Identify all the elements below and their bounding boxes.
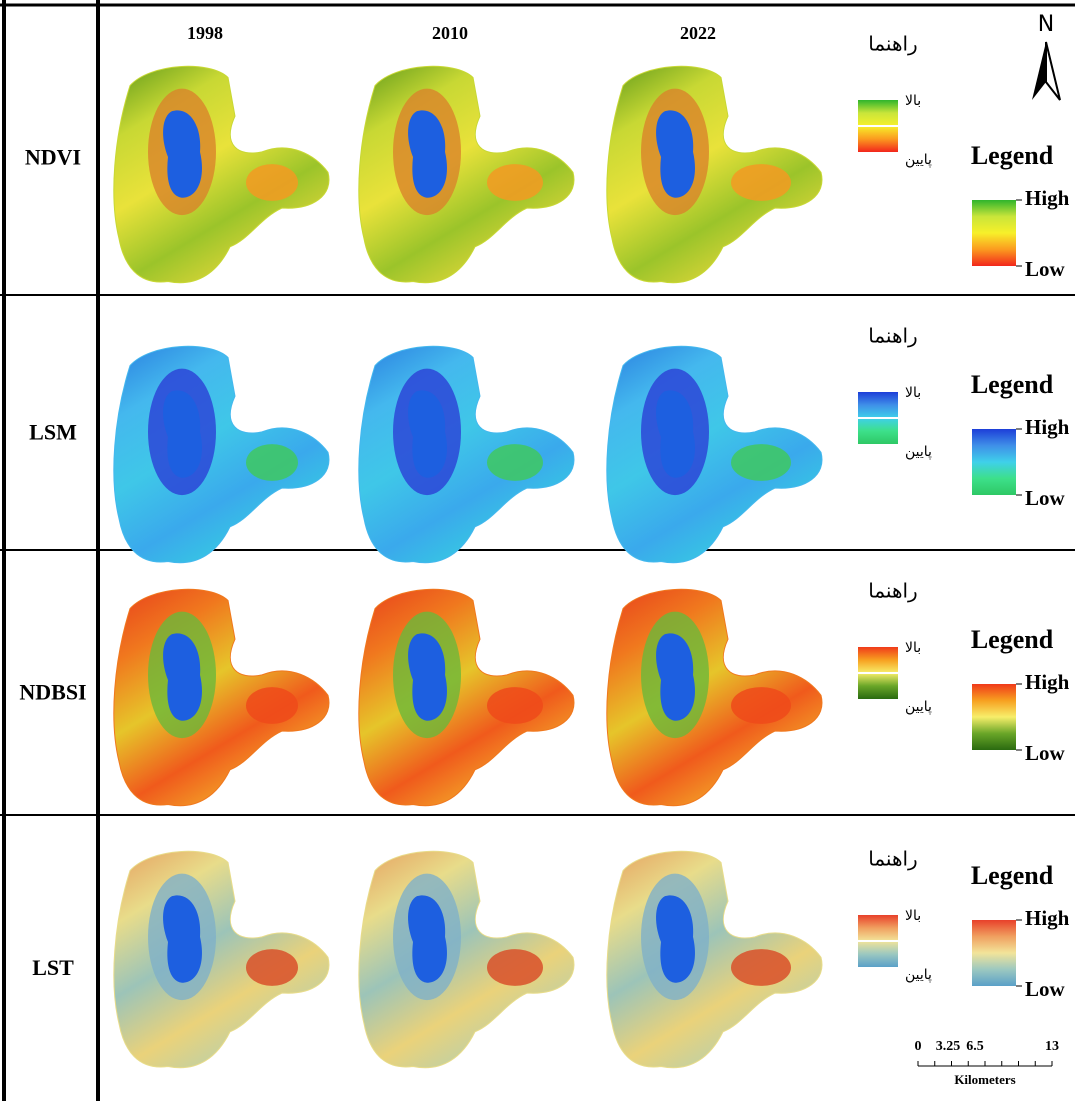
legend-title-en: Legend (971, 141, 1054, 170)
legend-high-en: High (1025, 670, 1070, 694)
legend-high-fa: بالا (905, 93, 921, 109)
hot-zone (487, 444, 543, 481)
legend-high-fa: بالا (905, 908, 921, 924)
legend-low-fa: پایین (905, 967, 932, 983)
legend-high-en: High (1025, 906, 1070, 930)
legend-ramp-en (972, 684, 1016, 750)
hot-zone (246, 687, 298, 724)
row-label: NDBSI (19, 680, 86, 705)
scale-label: 13 (1045, 1039, 1059, 1054)
hot-zone (246, 444, 298, 481)
scale-label: 3.25 (936, 1039, 961, 1054)
hot-zone (731, 687, 791, 724)
year-label: 2010 (432, 23, 468, 43)
legend-low-en: Low (1025, 741, 1066, 765)
legend-title-fa: راهنما (868, 32, 917, 56)
legend-ramp-en (972, 200, 1016, 266)
year-label: 2022 (680, 23, 716, 43)
legend-title-fa: راهنما (868, 324, 917, 348)
hot-zone (246, 949, 298, 986)
scale-unit: Kilometers (954, 1072, 1015, 1087)
legend-ramp-en (972, 429, 1016, 495)
legend-low-en: Low (1025, 486, 1066, 510)
scale-label: 6.5 (966, 1039, 984, 1054)
hot-zone (731, 949, 791, 986)
scale-label: 0 (915, 1039, 922, 1054)
legend-ramp-en (972, 920, 1016, 986)
legend-low-fa: پایین (905, 444, 932, 460)
legend-high-fa: بالا (905, 640, 921, 656)
legend-title-fa: راهنما (868, 579, 917, 603)
legend-low-fa: پایین (905, 699, 932, 715)
legend-title-en: Legend (971, 625, 1054, 654)
legend-low-fa: پایین (905, 152, 932, 168)
legend-low-en: Low (1025, 257, 1066, 281)
legend-title-en: Legend (971, 370, 1054, 399)
row-label: NDVI (25, 145, 81, 170)
legend-high-fa: بالا (905, 385, 921, 401)
figure: N 1998 2010 2022 NDVI راهنما بالا پایین Legend H… (0, 0, 1075, 1101)
year-label: 1998 (187, 23, 223, 43)
row-label: LSM (29, 420, 77, 445)
north-label: N (1038, 12, 1054, 37)
legend-title-en: Legend (971, 861, 1054, 890)
hot-zone (487, 164, 543, 201)
hot-zone (731, 164, 791, 201)
legend-high-en: High (1025, 186, 1070, 210)
legend-title-fa: راهنما (868, 847, 917, 871)
row-label: LST (32, 955, 74, 980)
hot-zone (487, 687, 543, 724)
legend-low-en: Low (1025, 977, 1066, 1001)
hot-zone (731, 444, 791, 481)
hot-zone (246, 164, 298, 201)
hot-zone (487, 949, 543, 986)
legend-high-en: High (1025, 415, 1070, 439)
